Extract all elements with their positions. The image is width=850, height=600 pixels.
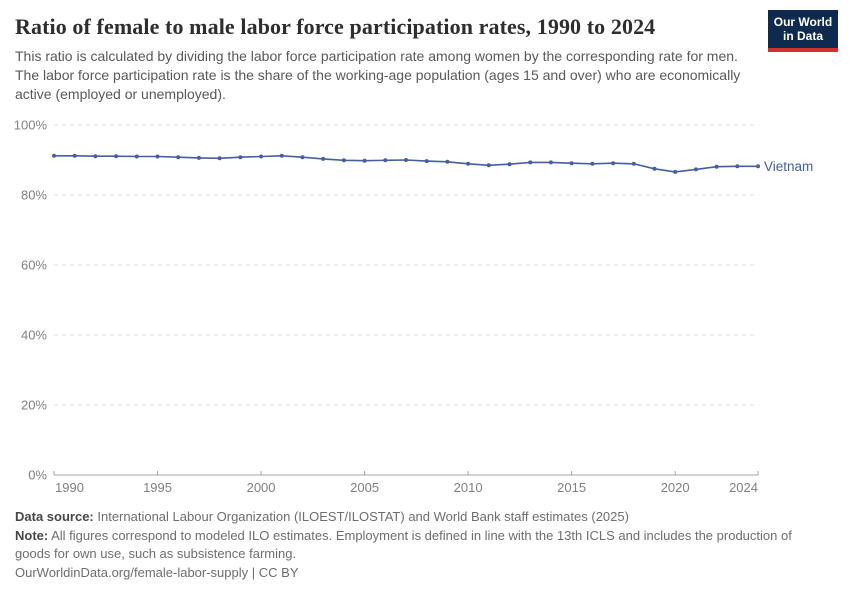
data-point-2001[interactable] [279,153,284,158]
data-point-2015[interactable] [569,161,574,166]
data-point-2014[interactable] [548,160,553,165]
entity-label-vietnam[interactable]: Vietnam [764,159,813,174]
x-tick-label-1990: 1990 [55,480,84,495]
note-text: All figures correspond to modeled ILO es… [15,527,792,562]
chart-footer: Data source: International Labour Organi… [15,508,807,582]
data-point-2022[interactable] [714,164,719,169]
data-point-2011[interactable] [486,163,491,168]
data-point-2023[interactable] [735,164,740,169]
data-source-label: Data source: [15,509,94,524]
data-point-1998[interactable] [217,156,222,161]
data-point-2020[interactable] [673,169,678,174]
data-point-1995[interactable] [155,154,160,159]
chart-subtitle: This ratio is calculated by dividing the… [15,48,741,102]
page-title: Ratio of female to male labor force part… [15,14,656,39]
x-tick-label-2010: 2010 [454,480,483,495]
data-point-1996[interactable] [176,155,181,160]
data-point-2009[interactable] [445,159,450,164]
data-point-1992[interactable] [93,154,98,159]
citation-row: OurWorldinData.org/female-labor-supply |… [15,564,807,583]
data-source-text: International Labour Organization (ILOES… [97,509,629,524]
note-row: Note: All figures correspond to modeled … [15,527,807,564]
license-label: CC BY [258,564,299,580]
data-point-1994[interactable] [134,154,139,159]
data-point-1990[interactable] [52,153,56,158]
data-point-2024[interactable] [756,164,760,169]
data-point-2006[interactable] [383,158,388,163]
data-point-2018[interactable] [631,161,636,166]
data-point-2008[interactable] [424,159,429,164]
y-tick-label-60: 60% [21,258,47,273]
x-tick-label-2005: 2005 [350,480,379,495]
data-point-2012[interactable] [507,162,512,167]
owid-logo[interactable]: Our World in Data [768,10,838,52]
data-point-2000[interactable] [259,154,264,159]
data-point-2004[interactable] [341,158,346,163]
data-point-1999[interactable] [238,155,243,160]
data-point-2003[interactable] [321,156,326,161]
y-tick-label-40: 40% [21,328,47,343]
note-label: Note: [15,527,49,543]
data-point-2021[interactable] [693,167,698,172]
separator: | [251,564,256,580]
data-point-1997[interactable] [196,155,201,160]
data-point-2017[interactable] [611,161,616,166]
chart-url-link[interactable]: OurWorldinData.org/female-labor-supply [15,564,249,580]
x-tick-label-2015: 2015 [557,480,586,495]
x-tick-label-2020: 2020 [661,480,690,495]
data-point-2010[interactable] [466,161,471,166]
data-point-2016[interactable] [590,161,595,166]
y-tick-label-80: 80% [21,188,47,203]
data-point-2013[interactable] [528,160,533,165]
owid-logo-line1: Our World [773,15,833,29]
data-point-1991[interactable] [72,153,77,158]
data-point-2002[interactable] [300,155,305,160]
y-tick-label-100: 100% [14,118,48,133]
y-tick-label-20: 20% [21,398,47,413]
y-tick-label-0: 0% [28,468,47,483]
data-point-2005[interactable] [362,158,367,163]
data-point-2019[interactable] [652,166,657,171]
data-point-1993[interactable] [114,154,119,159]
x-tick-label-2000: 2000 [247,480,276,495]
x-tick-label-2024: 2024 [729,480,758,495]
data-source-row: Data source: International Labour Organi… [15,508,807,527]
data-point-2007[interactable] [404,158,408,162]
x-tick-label-1995: 1995 [143,480,172,495]
owid-logo-line2: in Data [782,29,823,43]
